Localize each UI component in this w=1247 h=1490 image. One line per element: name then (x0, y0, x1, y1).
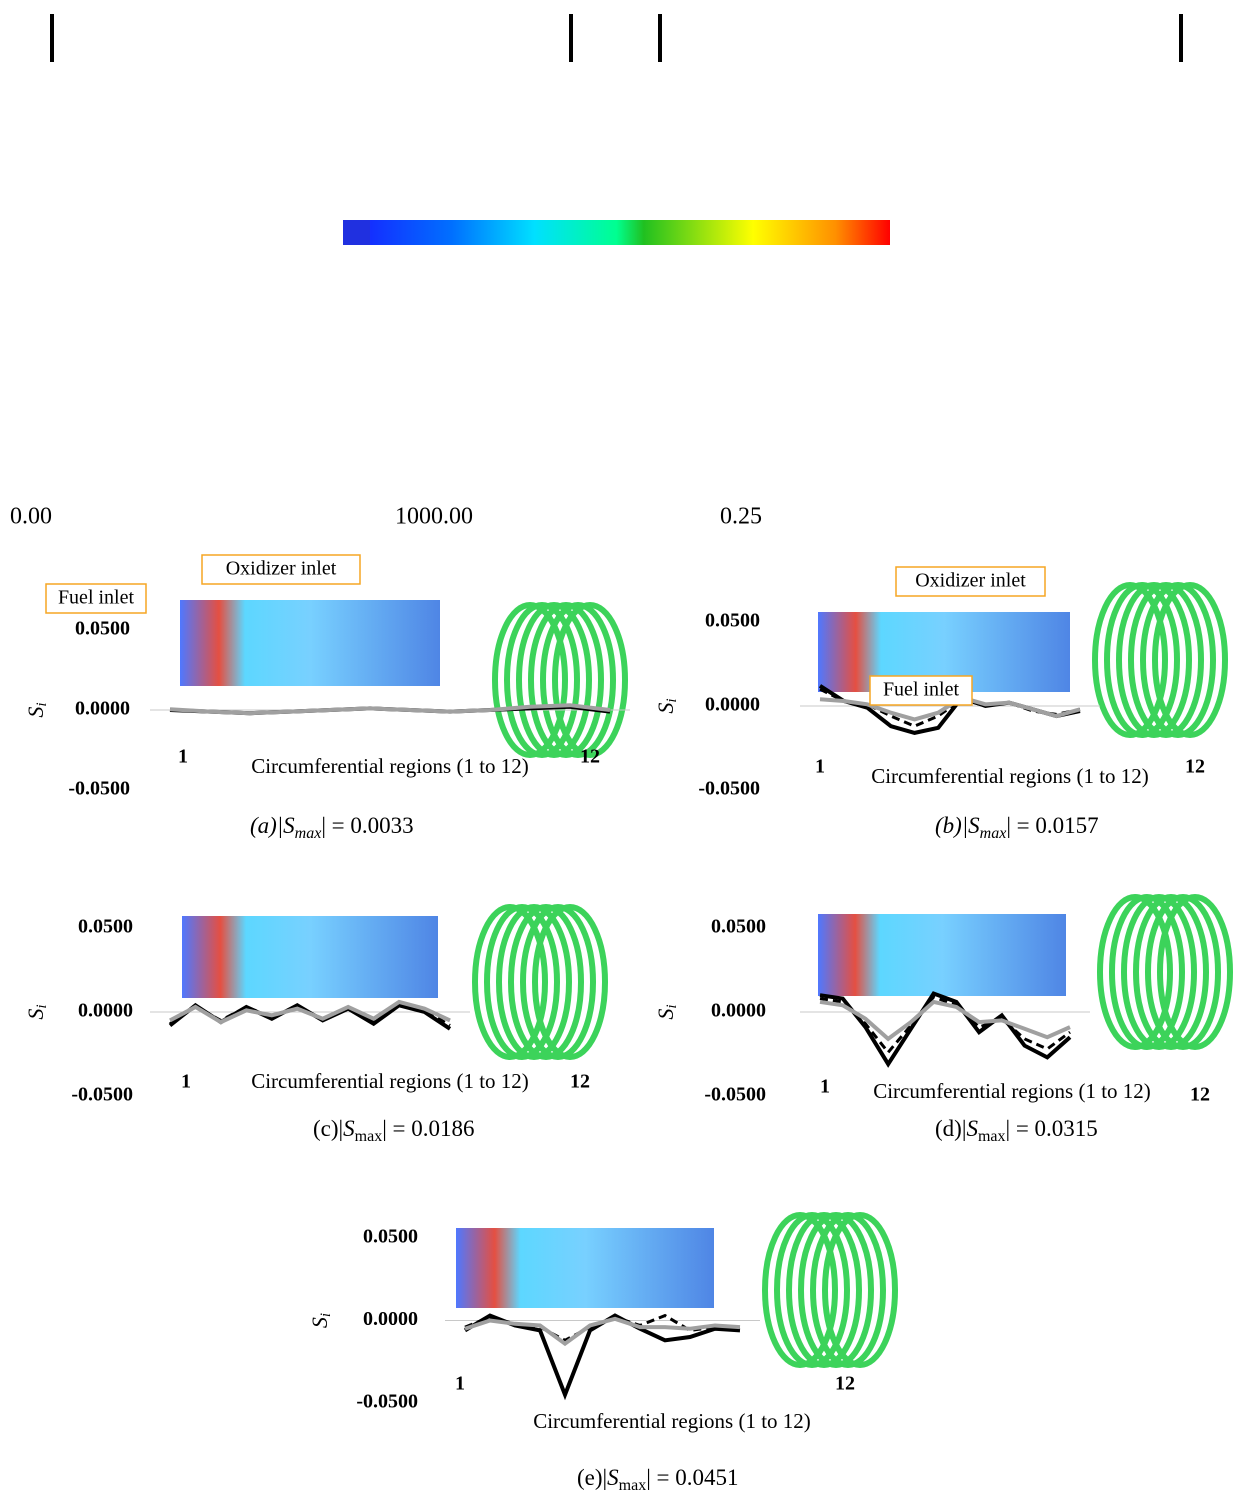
caption-subscript: max (619, 1477, 647, 1490)
y-tick-label: 0.0000 (705, 694, 760, 716)
y-axis-label: Si (653, 698, 680, 713)
caption: (b)|Smax| = 0.0157 (935, 813, 1099, 841)
colorbar-label: 0.00 (10, 504, 52, 530)
x-first: 1 (820, 1076, 830, 1098)
y-tick-label: 0.0000 (78, 1000, 133, 1022)
x-last: 12 (1190, 1084, 1210, 1106)
caption-suffix: | = 0.0315 (1005, 1116, 1097, 1141)
y-tick-label: 0.0000 (75, 698, 130, 720)
y-tick-label: -0.0500 (704, 1084, 766, 1106)
caption-symbol: S (966, 1116, 978, 1141)
colorbar-label: 1000.00 (395, 504, 473, 530)
x-last: 12 (570, 1071, 590, 1093)
caption-suffix: | = 0.0186 (382, 1116, 474, 1141)
y-tick-label: 0.0500 (711, 916, 766, 938)
x-last: 12 (580, 746, 600, 768)
x-first: 1 (455, 1373, 465, 1395)
panel: 0.0500 0.0000 -0.0500 Si 1 12 Circumferential … (653, 897, 1230, 1145)
caption-prefix: (a)| (250, 813, 283, 838)
y-tick-label: -0.0500 (356, 1391, 418, 1413)
caption-prefix: (b)| (935, 813, 968, 838)
y-axis-label: Si (23, 1004, 50, 1019)
y-tick-label: 0.0500 (705, 610, 760, 632)
y-tick-label: 0.0500 (75, 618, 130, 640)
caption-subscript: max (978, 1128, 1006, 1145)
y-label-sub: i (34, 702, 50, 706)
flow-field (182, 916, 438, 998)
annotation: Fuel inlet (883, 679, 960, 701)
figure: 0.00 1000.00 0.25 0.0500 0.0000 -0.0500 Si 1… (0, 0, 1247, 1490)
y-label-sub: i (318, 1313, 334, 1317)
caption-subscript: max (295, 825, 322, 842)
caption: (c)|Smax| = 0.0186 (313, 1116, 475, 1144)
caption-suffix: | = 0.0033 (321, 813, 413, 838)
caption: (e)|Smax| = 0.0451 (577, 1465, 739, 1490)
x-last: 12 (835, 1373, 855, 1395)
colorbar (343, 220, 890, 245)
panel: 0.0500 0.0000 -0.0500 Si 1 12 Circumferential … (23, 907, 605, 1145)
y-tick-label: -0.0500 (71, 1084, 133, 1106)
annotation: Oxidizer inlet (226, 558, 337, 580)
caption-symbol: S (283, 813, 295, 838)
caption-prefix: (e)| (577, 1465, 607, 1490)
y-label-sub: i (664, 698, 680, 702)
top-bars (52, 14, 1181, 62)
y-label-sub: i (664, 1004, 680, 1008)
y-tick-label: 0.0000 (711, 1000, 766, 1022)
caption-symbol: S (607, 1465, 619, 1490)
x-last: 12 (1185, 756, 1205, 778)
caption: (d)|Smax| = 0.0315 (935, 1116, 1098, 1144)
colorbar-end (343, 220, 370, 245)
caption-suffix: | = 0.0451 (646, 1465, 738, 1490)
series-line (465, 1319, 740, 1344)
annotation: Fuel inlet (58, 587, 135, 609)
x-first: 1 (178, 746, 188, 768)
x-axis-label: Circumferential regions (1 to 12) (251, 754, 529, 778)
y-label-symbol: S (23, 1009, 48, 1020)
caption: (a)|Smax| = 0.0033 (250, 813, 414, 841)
panel: 0.0500 0.0000 -0.0500 Si 1 12 Circumferential … (23, 555, 630, 842)
y-axis-label: Si (307, 1313, 334, 1328)
y-label-symbol: S (653, 1009, 678, 1020)
x-first: 1 (815, 756, 825, 778)
flow-field (456, 1228, 714, 1308)
x-axis-label: Circumferential regions (1 to 12) (871, 764, 1149, 788)
caption-suffix: | = 0.0157 (1006, 813, 1098, 838)
y-tick-label: 0.0500 (78, 916, 133, 938)
flow-field (818, 914, 1066, 996)
y-axis-label: Si (23, 702, 50, 717)
caption-prefix: (d)| (935, 1116, 966, 1141)
caption-symbol: S (343, 1116, 355, 1141)
y-label-symbol: S (23, 707, 48, 718)
caption-symbol: S (968, 813, 980, 838)
flow-field (180, 600, 440, 686)
x-axis-label: Circumferential regions (1 to 12) (533, 1409, 811, 1433)
y-tick-label: -0.0500 (68, 778, 130, 800)
x-axis-label: Circumferential regions (1 to 12) (873, 1079, 1151, 1103)
page: 0.00 1000.00 0.25 0.0500 0.0000 -0.0500 Si 1… (0, 0, 1247, 1490)
caption-prefix: (c)| (313, 1116, 343, 1141)
caption-subscript: max (980, 825, 1007, 842)
panel: 0.0500 0.0000 -0.0500 Si 1 12 Circumferential … (653, 567, 1225, 842)
x-axis-label: Circumferential regions (1 to 12) (251, 1069, 529, 1093)
caption-subscript: max (355, 1128, 383, 1145)
series-line (820, 1002, 1070, 1039)
y-label-sub: i (34, 1004, 50, 1008)
colorbar-label: 0.25 (720, 504, 762, 530)
y-label-symbol: S (653, 703, 678, 714)
y-tick-label: 0.0500 (363, 1226, 418, 1248)
panel: 0.0500 0.0000 -0.0500 Si 1 12 Circumferential … (307, 1215, 895, 1490)
annotation: Oxidizer inlet (915, 570, 1026, 592)
y-axis-label: Si (653, 1004, 680, 1019)
x-first: 1 (181, 1071, 191, 1093)
y-tick-label: -0.0500 (698, 778, 760, 800)
y-label-symbol: S (307, 1317, 332, 1328)
y-tick-label: 0.0000 (363, 1308, 418, 1330)
